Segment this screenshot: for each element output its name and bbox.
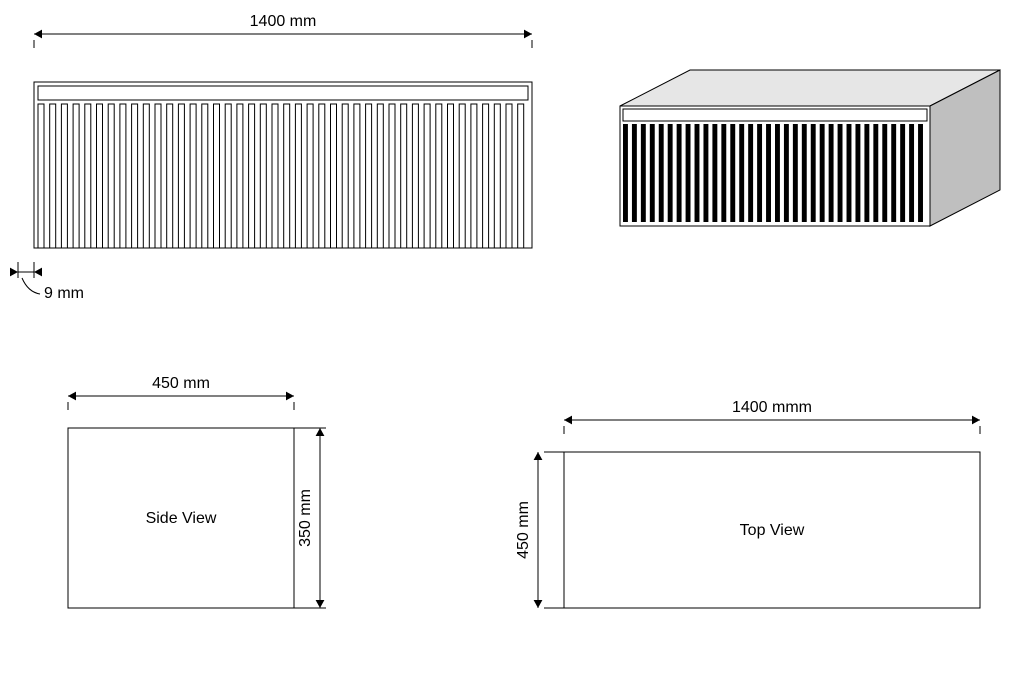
svg-text:1400 mmm: 1400 mmm [732,399,812,416]
side-view: 450 mm 350 mm Side View [68,375,326,608]
svg-text:Side View: Side View [146,510,217,527]
svg-text:450 mm: 450 mm [152,375,210,392]
top-view: 1400 mmm 450 mm Top View [515,399,980,608]
svg-text:Top View: Top View [740,522,805,539]
perspective-view [620,70,1000,226]
svg-text:9 mm: 9 mm [44,285,84,302]
svg-text:350 mm: 350 mm [297,489,314,547]
svg-text:1400 mm: 1400 mm [250,13,317,30]
svg-text:450 mm: 450 mm [515,501,532,559]
front-view: 1400 mm 9 mm [10,13,532,302]
